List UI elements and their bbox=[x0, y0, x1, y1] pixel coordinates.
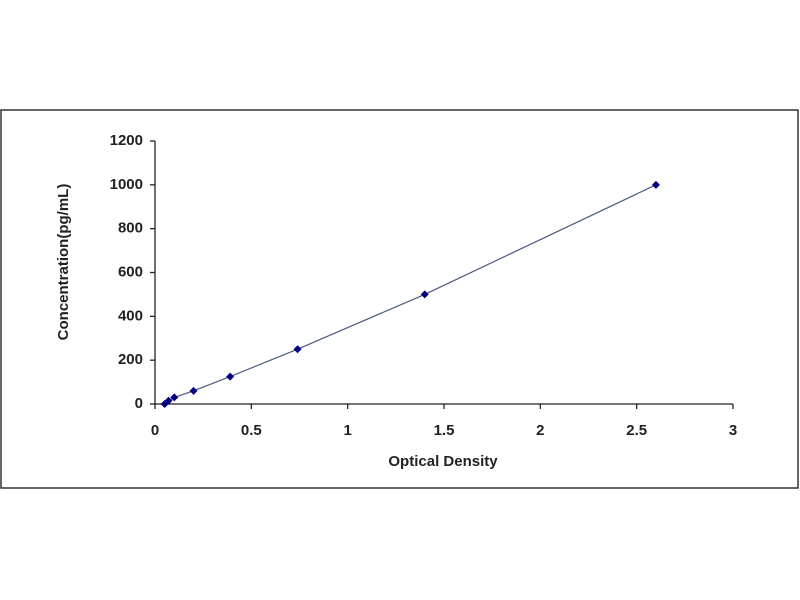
data-point bbox=[293, 345, 302, 354]
y-tick-label: 800 bbox=[118, 220, 143, 237]
data-point bbox=[420, 290, 429, 299]
x-tick-label: 2 bbox=[536, 422, 544, 439]
y-tick-label: 200 bbox=[118, 351, 143, 368]
x-axis-title: Optical Density bbox=[388, 453, 498, 470]
x-tick-label: 0 bbox=[151, 422, 159, 439]
data-point bbox=[226, 372, 235, 381]
data-point bbox=[651, 180, 660, 189]
y-tick-label: 600 bbox=[118, 263, 143, 280]
y-axis-title: Concentration(pg/mL) bbox=[55, 184, 72, 341]
data-point bbox=[170, 393, 179, 402]
data-point bbox=[164, 396, 173, 405]
x-tick-label: 1 bbox=[343, 422, 351, 439]
y-tick-label: 1000 bbox=[110, 176, 143, 193]
y-tick-label: 1200 bbox=[110, 132, 143, 149]
x-tick-label: 0.5 bbox=[241, 422, 262, 439]
chart-frame bbox=[0, 109, 799, 489]
y-tick-label: 400 bbox=[118, 307, 143, 324]
x-tick-label: 3 bbox=[729, 422, 737, 439]
y-tick-label: 0 bbox=[135, 395, 143, 412]
x-tick-label: 1.5 bbox=[434, 422, 455, 439]
x-tick-label: 2.5 bbox=[626, 422, 647, 439]
data-point bbox=[189, 386, 198, 395]
